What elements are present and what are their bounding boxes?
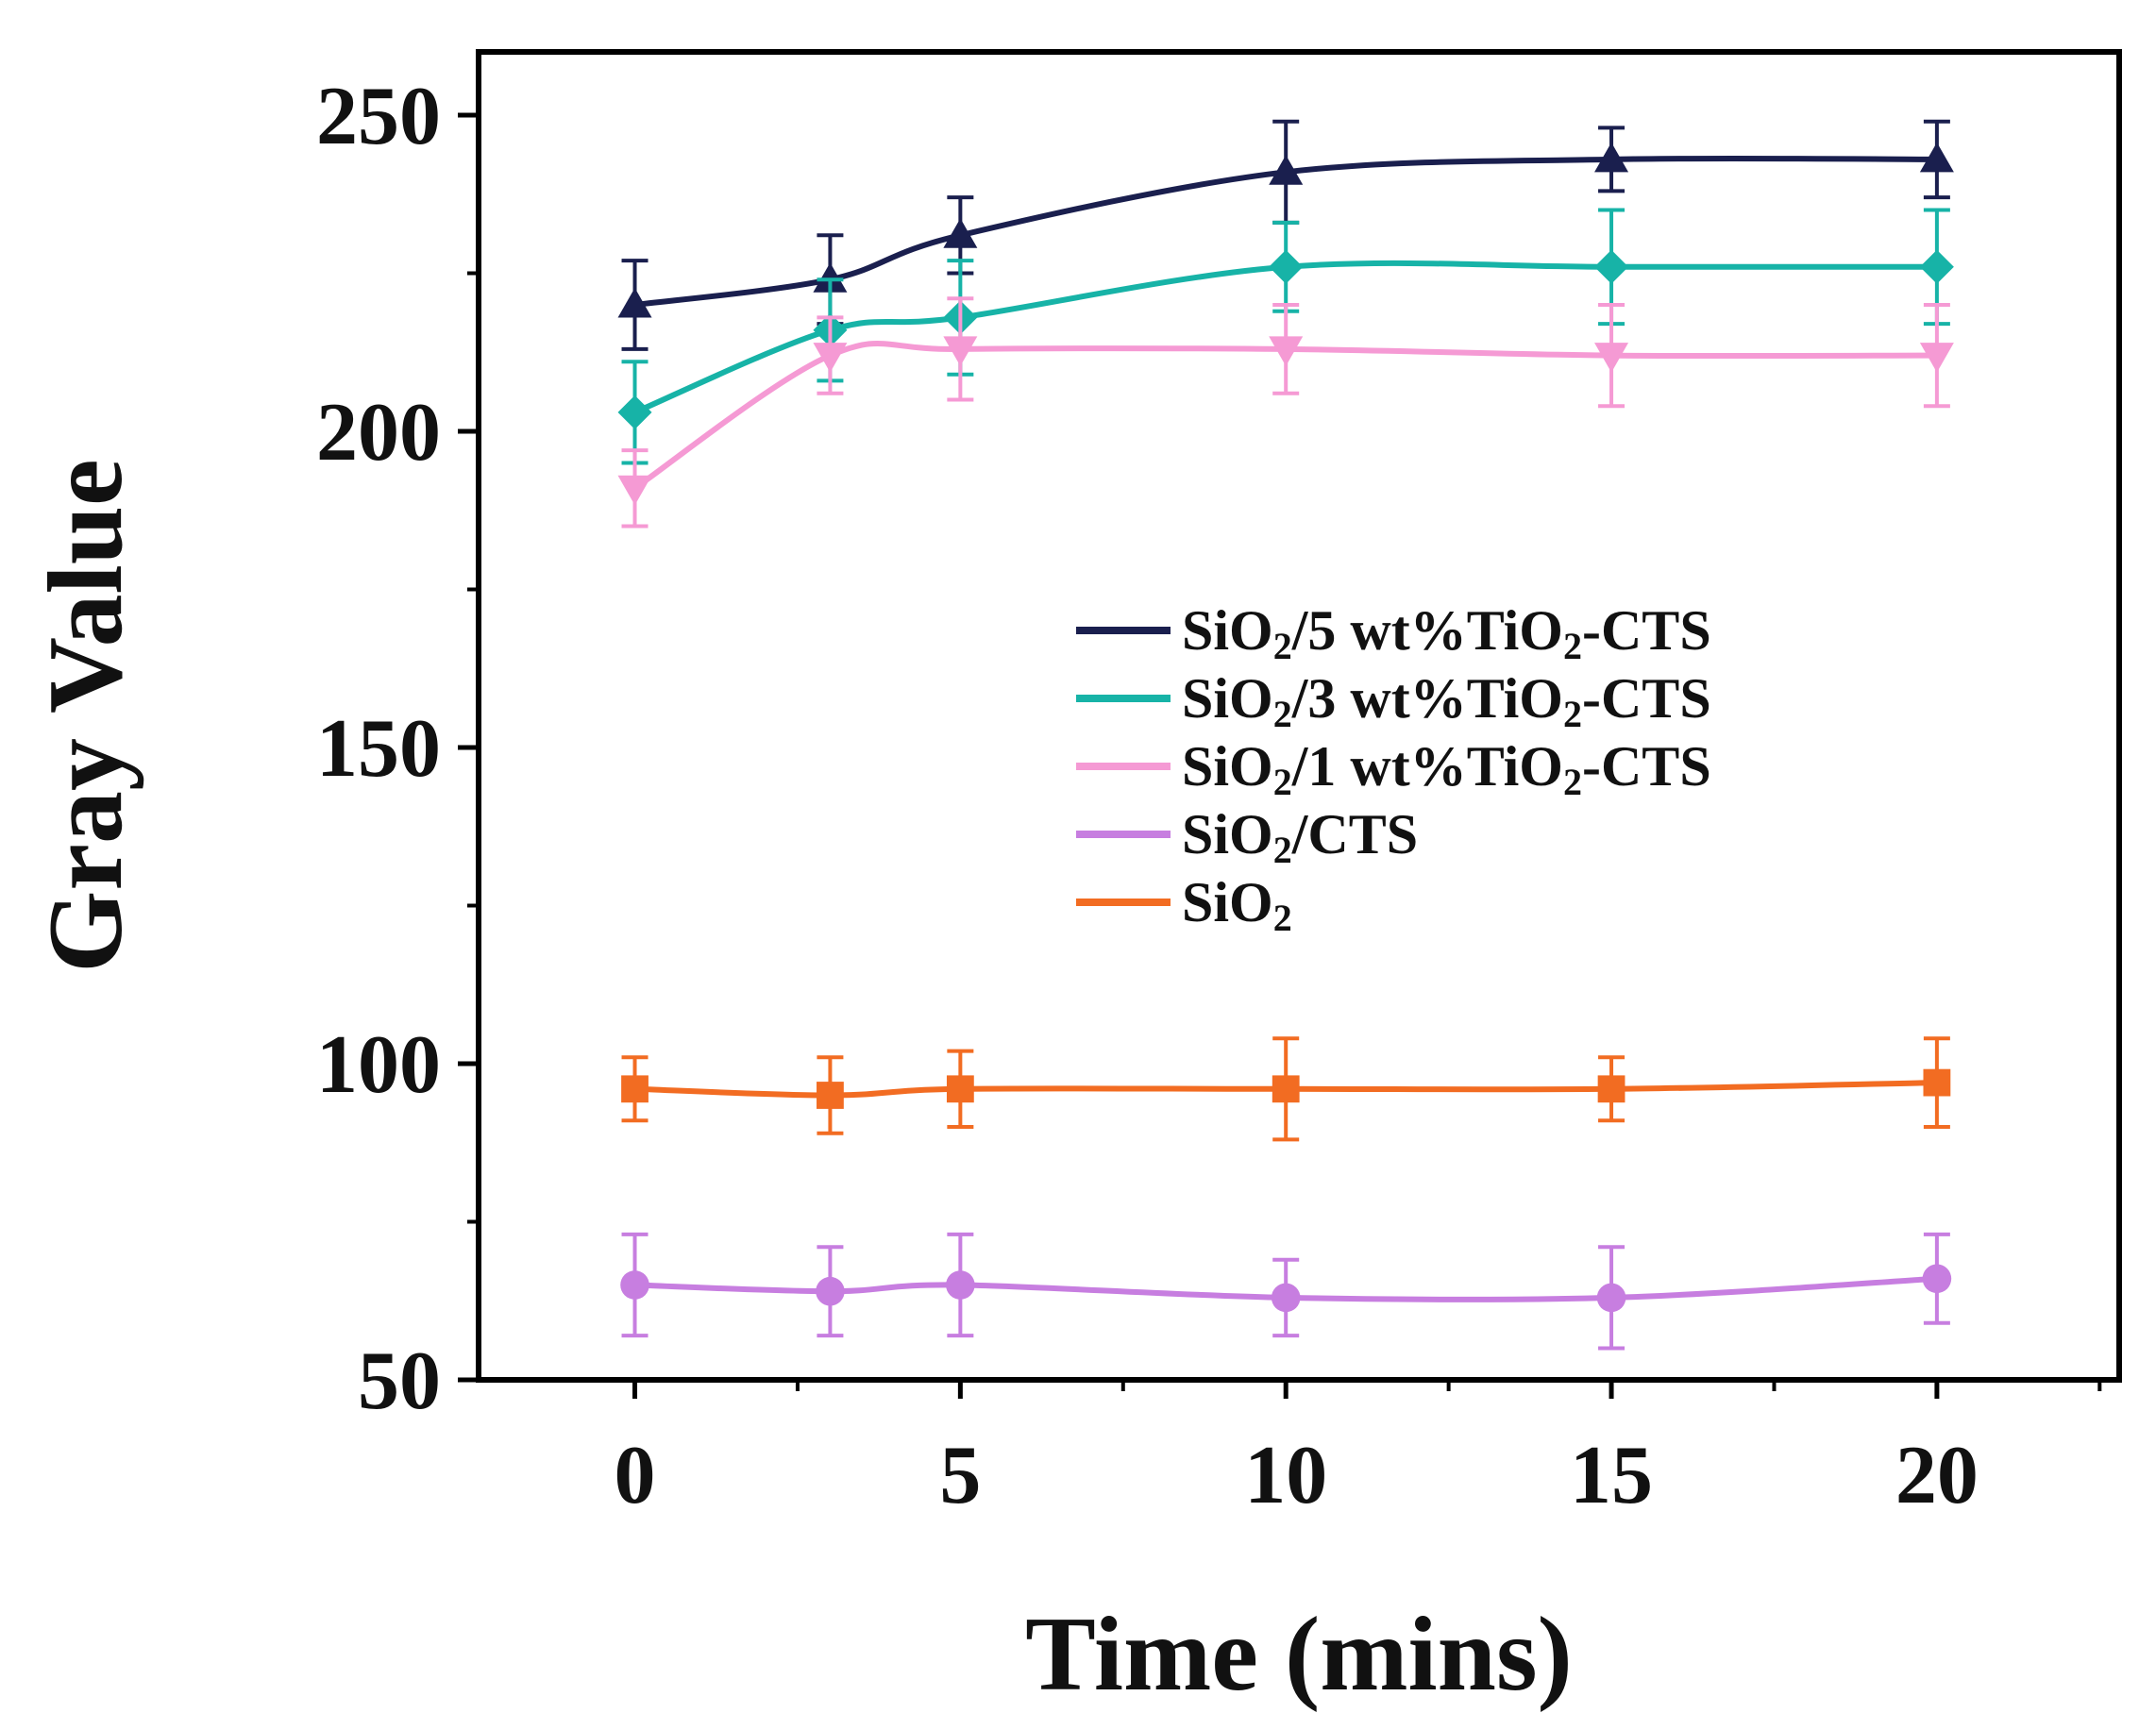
x-tick-label: 0 [615, 1430, 656, 1521]
y-tick-label: 200 [316, 387, 441, 479]
legend-subscript: 2 [1273, 829, 1292, 871]
legend-text-part: /5 wt%TiO [1291, 599, 1563, 662]
legend-item-4: SiO2 [1076, 871, 1292, 939]
data-point [1919, 142, 1954, 173]
x-axis-title: Time (mins) [1025, 1596, 1573, 1713]
legend-label: SiO2/1 wt%TiO2-CTS [1182, 735, 1711, 803]
y-axis-title: Gray Value [27, 459, 144, 973]
legend-text-part: -CTS [1582, 599, 1711, 662]
data-point [943, 218, 978, 248]
data-point [1923, 1068, 1951, 1097]
legend-subscript: 2 [1563, 693, 1582, 735]
x-tick-label: 5 [939, 1430, 981, 1521]
data-point [1594, 142, 1629, 173]
legend-item-1: SiO2/3 wt%TiO2-CTS [1076, 667, 1711, 735]
series-0 [617, 119, 1954, 351]
series-line [632, 340, 1937, 491]
data-point [1597, 1075, 1625, 1103]
x-tick-label: 10 [1244, 1430, 1327, 1521]
data-point [1919, 343, 1954, 373]
data-point [946, 1075, 974, 1103]
data-point [1922, 1264, 1952, 1294]
series-4 [621, 1036, 1951, 1142]
data-point [817, 1082, 844, 1109]
legend-label: SiO2/CTS [1182, 803, 1418, 871]
y-tick-label: 50 [358, 1335, 441, 1427]
legend-item-3: SiO2/CTS [1076, 803, 1418, 871]
legend-label: SiO2 [1182, 871, 1292, 939]
legend-item-2: SiO2/1 wt%TiO2-CTS [1076, 735, 1711, 803]
legend-text-part: SiO [1182, 735, 1273, 798]
legend-text-part: SiO [1182, 599, 1273, 662]
legend-text-part: -CTS [1582, 667, 1711, 730]
data-point [1269, 249, 1304, 284]
data-point [1269, 336, 1304, 366]
data-point [617, 288, 652, 318]
legend-text-part: /CTS [1291, 803, 1418, 865]
data-point [617, 395, 652, 429]
data-point [946, 1270, 975, 1300]
x-tick-label: 15 [1570, 1430, 1653, 1521]
data-point [816, 1276, 845, 1306]
data-point [1919, 249, 1954, 284]
legend-subscript: 2 [1563, 625, 1582, 667]
plot-marks [617, 119, 1954, 1351]
data-point [621, 1075, 648, 1103]
series-2 [617, 296, 1954, 529]
legend-item-0: SiO2/5 wt%TiO2-CTS [1076, 599, 1711, 667]
legend-subscript: 2 [1273, 693, 1292, 735]
data-point [943, 336, 978, 366]
x-tick-label: 20 [1895, 1430, 1979, 1521]
legend-label: SiO2/5 wt%TiO2-CTS [1182, 599, 1711, 667]
y-tick-label: 250 [316, 71, 441, 162]
legend-text-part: -CTS [1582, 735, 1711, 798]
axis-ticks: 0 5 10 15 20 50 100 150 200 250 [316, 71, 2102, 1521]
legend-text-part: SiO [1182, 871, 1273, 933]
plot-frame [476, 49, 2122, 1383]
data-point [813, 262, 848, 293]
y-tick-label: 100 [316, 1019, 441, 1111]
series-3 [620, 1232, 1952, 1351]
data-point [617, 475, 652, 506]
data-point [1596, 1283, 1626, 1313]
legend-text-part: /1 wt%TiO [1291, 735, 1563, 798]
legend-label: SiO2/3 wt%TiO2-CTS [1182, 667, 1711, 735]
data-point [1594, 249, 1629, 284]
legend-subscript: 2 [1563, 761, 1582, 803]
data-point [813, 343, 848, 373]
legend-text-part: SiO [1182, 803, 1273, 865]
legend-subscript: 2 [1273, 761, 1292, 803]
data-point [1269, 155, 1304, 185]
y-tick-label: 150 [316, 703, 441, 795]
legend-text-part: /3 wt%TiO [1291, 667, 1563, 730]
legend-subscript: 2 [1273, 625, 1292, 667]
data-point [1271, 1283, 1301, 1313]
data-point [1272, 1075, 1300, 1103]
data-point [1594, 343, 1629, 373]
legend-subscript: 2 [1273, 897, 1292, 939]
legend-text-part: SiO [1182, 667, 1273, 730]
data-point [620, 1270, 649, 1300]
